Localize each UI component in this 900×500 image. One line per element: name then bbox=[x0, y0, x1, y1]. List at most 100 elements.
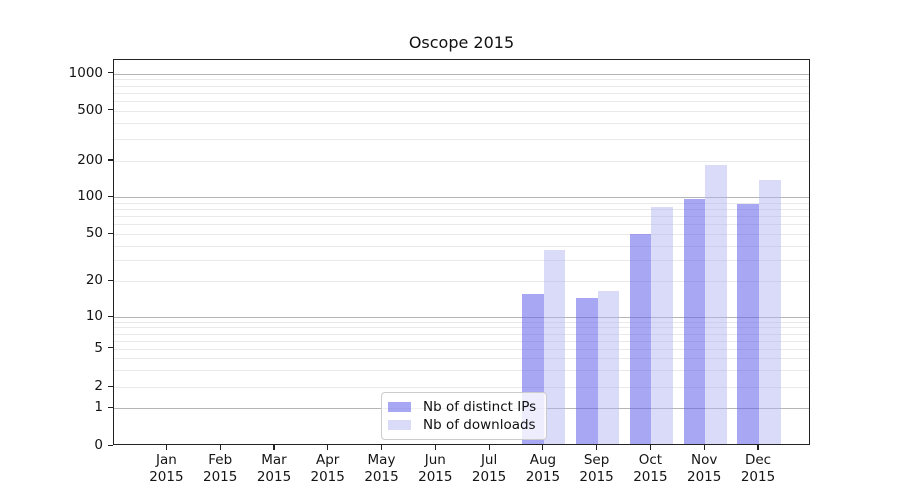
bar-downloads-dec bbox=[759, 179, 781, 444]
x-tick-year: 2015 bbox=[579, 468, 614, 485]
x-tick-label-jul: Jul 2015 bbox=[457, 452, 521, 485]
bar-downloads-aug bbox=[543, 250, 566, 444]
x-tick-month: Sep bbox=[583, 452, 610, 468]
x-tick-month: Jan bbox=[155, 452, 177, 468]
x-tick-year: 2015 bbox=[687, 468, 722, 485]
gridline-30 bbox=[114, 260, 809, 262]
x-tick-mark-dec bbox=[757, 445, 759, 450]
x-tick-year: 2015 bbox=[418, 468, 453, 485]
x-tick-year: 2015 bbox=[471, 468, 507, 485]
y-tick-mark-1 bbox=[108, 406, 113, 409]
gridline-20 bbox=[114, 281, 809, 283]
gridline-80 bbox=[114, 208, 809, 210]
legend-swatch-distinct-ips-icon bbox=[388, 402, 411, 412]
y-tick-label-200: 200 bbox=[77, 151, 103, 168]
gridline-700 bbox=[114, 92, 809, 94]
x-tick-year: 2015 bbox=[740, 468, 776, 485]
plot-area: Nb of distinct IPs Nb of downloads bbox=[113, 59, 810, 445]
gridline-800 bbox=[114, 85, 809, 87]
x-tick-mark-may bbox=[380, 445, 383, 450]
y-tick-mark-2 bbox=[108, 385, 113, 388]
y-tick-mark-5 bbox=[108, 347, 113, 349]
bar-distinct-ips-dec bbox=[737, 204, 759, 444]
gridline-3 bbox=[114, 370, 809, 372]
x-tick-month: Jun bbox=[424, 452, 446, 468]
legend-label-downloads: Nb of downloads bbox=[423, 417, 536, 433]
x-tick-label-jan: Jan 2015 bbox=[134, 452, 198, 485]
legend: Nb of distinct IPs Nb of downloads bbox=[381, 392, 547, 440]
x-tick-label-oct: Oct 2015 bbox=[618, 452, 682, 485]
x-tick-mark-jun bbox=[434, 445, 436, 450]
y-tick-mark-1000 bbox=[108, 72, 113, 74]
x-tick-month: Feb bbox=[208, 452, 233, 468]
gridline-60 bbox=[114, 224, 809, 226]
x-tick-year: 2015 bbox=[149, 468, 184, 485]
x-tick-year: 2015 bbox=[203, 468, 238, 485]
gridline-2 bbox=[114, 387, 809, 389]
x-tick-mark-aug bbox=[542, 445, 544, 450]
x-tick-month: Aug bbox=[529, 452, 557, 468]
y-tick-mark-50 bbox=[108, 232, 113, 234]
y-tick-mark-200 bbox=[108, 159, 113, 161]
chart-title: Oscope 2015 bbox=[408, 33, 515, 52]
x-tick-label-sep: Sep 2015 bbox=[565, 452, 629, 485]
y-tick-label-10: 10 bbox=[85, 308, 103, 325]
x-tick-month: Jul bbox=[480, 452, 498, 468]
bars-layer bbox=[114, 60, 809, 444]
y-tick-label-20: 20 bbox=[85, 272, 103, 289]
x-tick-month: Apr bbox=[316, 452, 340, 468]
x-tick-year: 2015 bbox=[310, 468, 345, 485]
x-tick-month: Oct bbox=[638, 452, 663, 468]
y-tick-mark-500 bbox=[108, 109, 113, 111]
x-tick-mark-nov bbox=[703, 445, 705, 450]
x-tick-year: 2015 bbox=[364, 468, 399, 485]
gridline-300 bbox=[114, 138, 809, 140]
x-tick-label-may: May 2015 bbox=[350, 452, 414, 485]
gridline-10 bbox=[114, 317, 809, 319]
gridline-100 bbox=[114, 197, 809, 198]
x-tick-mark-jul bbox=[488, 445, 490, 450]
y-tick-label-5: 5 bbox=[94, 339, 103, 356]
gridline-900 bbox=[114, 79, 809, 81]
y-tick-label-50: 50 bbox=[85, 225, 103, 241]
y-tick-label-2: 2 bbox=[94, 378, 103, 395]
x-tick-mark-feb bbox=[219, 445, 221, 450]
y-tick-mark-10 bbox=[108, 315, 113, 317]
x-tick-month: Nov bbox=[691, 452, 718, 468]
y-tick-label-100: 100 bbox=[77, 188, 103, 204]
bar-downloads-nov bbox=[705, 165, 727, 444]
x-tick-label-feb: Feb 2015 bbox=[188, 452, 252, 485]
bar-distinct-ips-nov bbox=[683, 199, 706, 444]
y-tick-label-1000: 1000 bbox=[68, 64, 103, 81]
legend-swatch-downloads-icon bbox=[388, 420, 411, 430]
gridline-8 bbox=[114, 327, 809, 329]
x-tick-mark-apr bbox=[327, 445, 329, 450]
x-tick-year: 2015 bbox=[525, 468, 561, 485]
y-tick-mark-20 bbox=[108, 279, 113, 281]
x-tick-label-mar: Mar 2015 bbox=[242, 452, 306, 485]
x-tick-month: Dec bbox=[744, 452, 772, 468]
bar-distinct-ips-oct bbox=[629, 234, 652, 444]
gridline-40 bbox=[114, 245, 809, 247]
legend-label-distinct-ips: Nb of distinct IPs bbox=[423, 399, 537, 415]
y-tick-label-0: 0 bbox=[94, 437, 103, 453]
y-tick-mark-100 bbox=[108, 195, 113, 197]
gridline-400 bbox=[114, 123, 809, 124]
gridline-6 bbox=[114, 340, 809, 342]
gridline-4 bbox=[114, 358, 809, 360]
gridline-5 bbox=[114, 348, 809, 350]
gridline-500 bbox=[114, 110, 809, 112]
gridline-9 bbox=[114, 322, 809, 323]
gridline-200 bbox=[114, 160, 809, 162]
x-tick-label-dec: Dec 2015 bbox=[726, 452, 790, 485]
x-tick-mark-sep bbox=[596, 445, 598, 450]
gridline-1000 bbox=[114, 73, 809, 75]
x-tick-label-jun: Jun 2015 bbox=[403, 452, 467, 485]
gridline-7 bbox=[114, 333, 809, 335]
legend-item-distinct-ips: Nb of distinct IPs bbox=[388, 398, 538, 416]
y-tick-mark-0 bbox=[108, 444, 113, 446]
x-tick-year: 2015 bbox=[633, 468, 668, 485]
x-tick-mark-jan bbox=[165, 445, 167, 450]
gridline-70 bbox=[114, 216, 809, 218]
